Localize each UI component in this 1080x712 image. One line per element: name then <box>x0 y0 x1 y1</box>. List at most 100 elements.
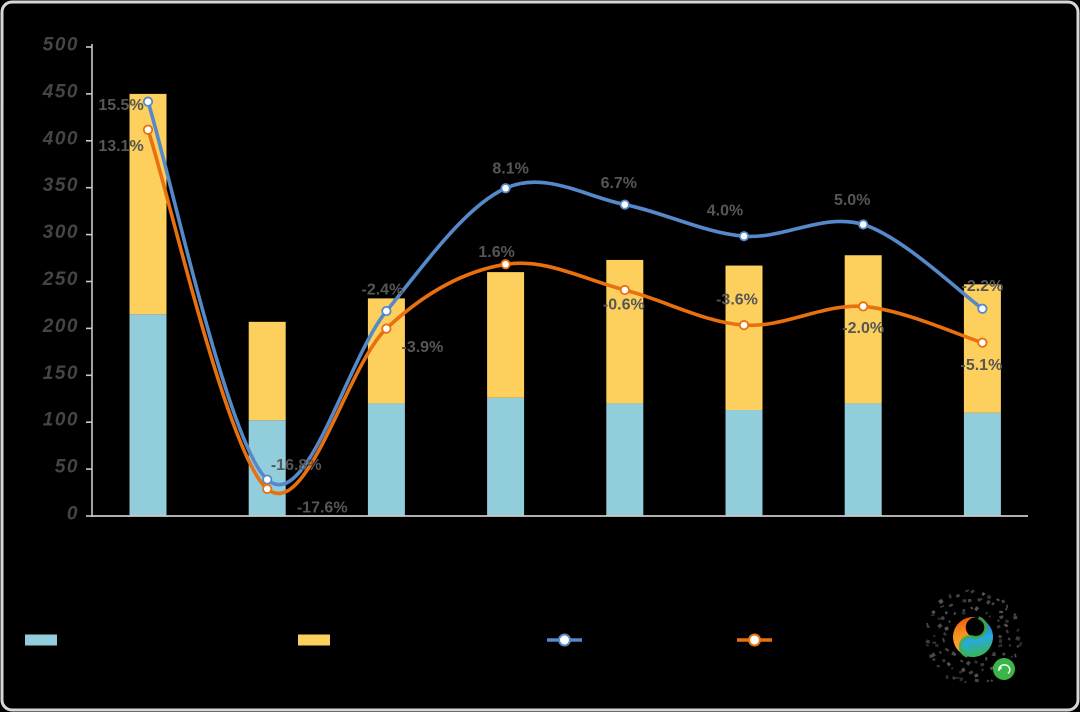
seal-speckle <box>936 664 940 668</box>
data-label: -16.8% <box>271 457 322 474</box>
seal-speckle <box>1013 615 1018 620</box>
seal-speckle <box>935 644 939 647</box>
seal-speckle <box>991 601 995 606</box>
seal-speckle <box>978 597 983 602</box>
seal-speckle <box>973 659 979 665</box>
data-label: -0.6% <box>603 297 645 314</box>
green-badge-dot <box>999 666 1002 670</box>
seal-speckle <box>986 679 990 683</box>
seal-speckle <box>926 622 929 627</box>
data-label: -2.2% <box>962 278 1004 295</box>
bar-series <box>129 93 1001 516</box>
seal-speckle <box>1015 635 1021 641</box>
seal-speckle <box>948 620 952 624</box>
bar-upper-segment <box>606 259 644 404</box>
seal-speckle <box>974 606 980 612</box>
bar-lower-segment <box>129 314 167 516</box>
y-axis: 0 50 100 150 200 250 300 350 400 450 500 <box>42 35 1028 525</box>
bar-lower-segment <box>606 403 644 516</box>
seal-speckle <box>981 591 986 597</box>
swirl-globe-icon <box>953 616 993 658</box>
seal-speckle <box>961 610 966 615</box>
y-axis-tick-label: 350 <box>43 175 79 196</box>
seal-speckle <box>931 610 936 615</box>
y-axis-tick-label: 150 <box>43 363 79 384</box>
seal-speckle <box>944 611 948 615</box>
legend-swatch-rect <box>25 634 57 646</box>
seal-speckle <box>1013 653 1017 658</box>
data-label: -17.6% <box>297 499 348 516</box>
seal-speckle <box>998 634 1003 639</box>
bar-upper-segment <box>487 272 525 398</box>
seal-speckle <box>998 643 1003 648</box>
seal-speckle <box>961 667 966 673</box>
bar-lower-segment <box>725 410 763 516</box>
data-label: 15.5% <box>98 97 143 114</box>
seal-speckle <box>968 670 974 675</box>
seal-speckle <box>986 599 991 605</box>
data-label: -3.6% <box>716 292 758 309</box>
legend-swatch-marker <box>748 633 761 647</box>
seal-speckle <box>974 678 980 683</box>
data-label: 13.1% <box>98 138 143 155</box>
seal-speckle <box>946 661 952 667</box>
seal-speckle <box>967 598 972 603</box>
seal-speckle <box>992 651 996 655</box>
y-axis-tick-label: 100 <box>43 410 79 431</box>
seal-speckle <box>925 639 931 644</box>
seal-speckle <box>951 651 956 655</box>
green-badge-mark <box>998 663 1011 675</box>
seal-speckle <box>940 616 945 620</box>
data-label: 8.1% <box>492 161 528 178</box>
data-labels: 15.5% -16.8% -2.4% 8.1% 6.7% 4.0% 5.0% -2.2% 13.… <box>98 97 1003 516</box>
seal-speckle <box>1018 641 1023 647</box>
seal-speckle <box>1006 604 1008 609</box>
seal-speckle <box>965 589 970 593</box>
watermark-seal-logo <box>925 589 1023 684</box>
seal-speckle <box>953 611 957 616</box>
seal-speckle <box>937 623 943 629</box>
data-label: -3.9% <box>402 339 444 356</box>
seal-speckle <box>944 626 949 631</box>
line-2-marker <box>977 337 988 348</box>
bar-lower-segment <box>487 397 525 516</box>
seal-speckle <box>955 676 960 679</box>
seal-speckle <box>1004 619 1010 624</box>
seal-speckle <box>942 659 946 663</box>
seal-speckle <box>999 610 1004 614</box>
bar-upper-segment <box>248 321 286 421</box>
line-2-marker <box>738 320 750 331</box>
line-1-marker <box>142 96 154 107</box>
legend-swatch-rect <box>298 634 330 646</box>
seal-speckle <box>1003 623 1009 628</box>
seal-speckle <box>959 659 964 663</box>
seal-speckle <box>1005 608 1008 611</box>
line-2-marker <box>381 323 392 334</box>
seal-speckle <box>985 611 988 615</box>
line-1-marker <box>619 199 630 210</box>
line-2-marker <box>500 259 511 270</box>
seal-speckle <box>1008 644 1012 647</box>
seal-speckle <box>981 668 984 672</box>
seal-speckle <box>962 599 967 603</box>
seal-speckle <box>945 675 949 680</box>
bar-lower-segment <box>844 403 882 516</box>
seal-speckle <box>996 619 1000 623</box>
line-2-marker <box>858 301 869 312</box>
seal-speckle <box>998 639 1003 644</box>
seal-speckle <box>942 637 946 643</box>
seal-speckle <box>1010 655 1014 659</box>
seal-speckle <box>980 662 985 667</box>
seal-speckle <box>1013 613 1017 617</box>
seal-speckle <box>944 647 950 652</box>
data-label: -2.4% <box>362 282 404 299</box>
legend-swatch-marker <box>558 633 571 647</box>
seal-speckle <box>985 656 988 661</box>
seal-speckle <box>951 666 954 670</box>
line-1-marker <box>262 474 273 485</box>
bar-lower-segment <box>367 403 405 516</box>
seal-speckle <box>939 604 945 609</box>
seal-speckle <box>1001 599 1006 604</box>
